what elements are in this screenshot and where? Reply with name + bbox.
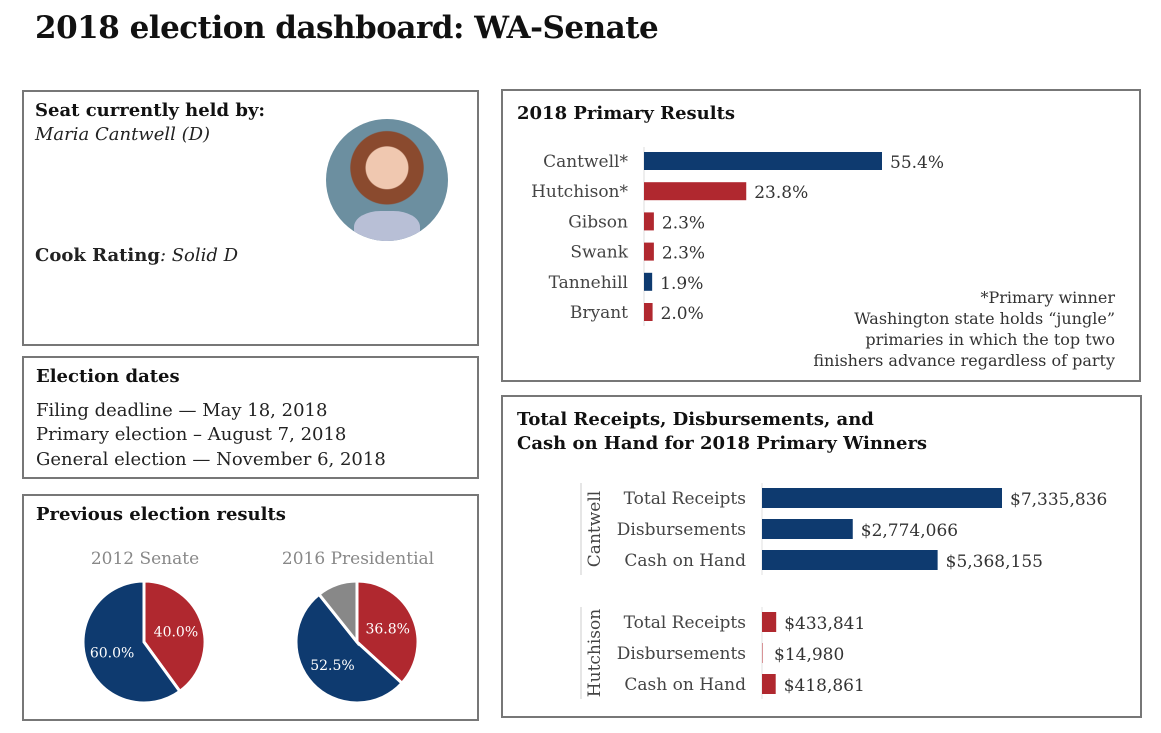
senator-photo <box>326 119 448 241</box>
seat-holder: Maria Cantwell (D) <box>35 124 211 145</box>
date-item: General election — November 6, 2018 <box>36 449 386 470</box>
finance-title: Total Receipts, Disbursements, and <box>517 409 874 430</box>
previous-results-panel: Previous election results <box>22 494 479 721</box>
seat-panel: Seat currently held by: Maria Cantwell (… <box>22 90 479 346</box>
page-title: 2018 election dashboard: WA-Senate <box>35 10 659 46</box>
cook-label: Cook Rating <box>35 245 160 266</box>
seat-label: Seat currently held by: <box>35 100 266 121</box>
previous-results-title: Previous election results <box>36 504 286 525</box>
note-line: finishers advance regardless of party <box>813 351 1115 370</box>
note-line: primaries in which the top two <box>865 330 1115 349</box>
note-line: *Primary winner <box>980 288 1115 307</box>
dates-panel: Election dates Filing deadline — May 18,… <box>22 356 479 479</box>
finance-panel: Total Receipts, Disbursements, and Cash … <box>501 395 1142 718</box>
primary-panel: 2018 Primary Results *Primary winner Was… <box>501 89 1141 382</box>
dates-title: Election dates <box>36 366 180 387</box>
primary-title: 2018 Primary Results <box>517 103 736 124</box>
date-item: Primary election – August 7, 2018 <box>36 424 347 445</box>
finance-title-2: Cash on Hand for 2018 Primary Winners <box>517 433 928 454</box>
date-item: Filing deadline — May 18, 2018 <box>36 400 328 421</box>
note-line: Washington state holds “jungle” <box>854 309 1115 328</box>
cook-value: : Solid D <box>159 245 239 266</box>
